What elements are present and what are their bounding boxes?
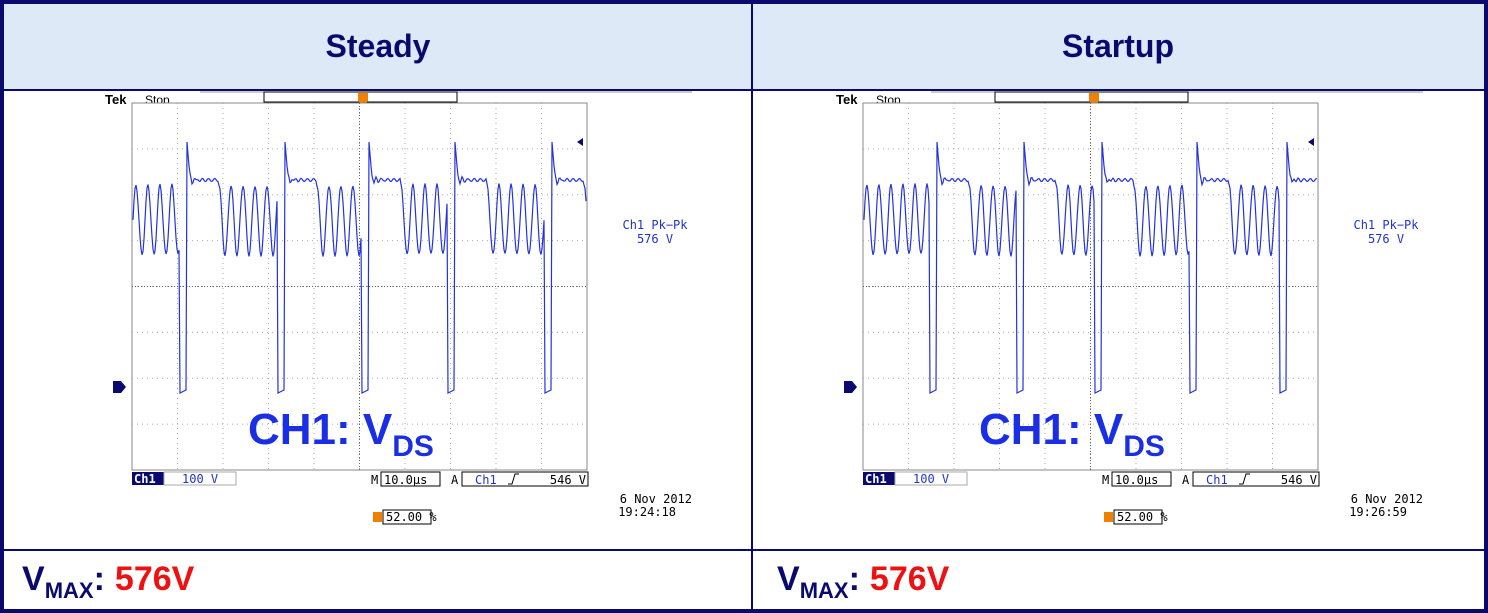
footer-text: VMAX:576V (777, 560, 950, 603)
capture-time: 19:26:59 (1349, 505, 1407, 519)
trigger-position: 52.00 % (386, 510, 437, 524)
footer-value: 576V (115, 560, 195, 598)
channel-name: Ch1 (134, 472, 156, 486)
measurement-value: 576 V (637, 232, 673, 246)
edge-symbol (1239, 474, 1250, 484)
edge-symbol (508, 474, 519, 484)
footer-label-sub: MAX (45, 578, 94, 603)
trigger-level: 546 V (550, 473, 586, 487)
column-header: Startup (1062, 28, 1174, 64)
capture-time: 19:24:18 (618, 505, 676, 519)
footer-text: VMAX:576V (22, 560, 195, 603)
trigger-prefix: A (451, 473, 459, 487)
measurement-label: Ch1 Pk−Pk (1353, 218, 1419, 232)
time-prefix: M (371, 473, 378, 487)
channel-annotation-main: CH1: V (248, 405, 393, 454)
footer-label: V (22, 560, 45, 598)
footer-separator: : (849, 560, 860, 598)
header-row (4, 4, 1484, 90)
scope-brand: Tek (836, 92, 858, 107)
channel-annotation-sub: DS (392, 430, 434, 463)
measurement-label: Ch1 Pk−Pk (622, 218, 688, 232)
time-per-div: 10.0µs (1115, 473, 1158, 487)
column-header: Steady (326, 28, 431, 64)
volts-per-div: 100 V (182, 472, 218, 486)
page: SteadyTekStopCh1 Pk−Pk576 VCH1: VDSCh110… (0, 0, 1488, 613)
ground-marker (113, 381, 126, 393)
capture-date: 6 Nov 2012 (620, 492, 692, 506)
footer-value: 576V (870, 560, 950, 598)
trigger-prefix: A (1182, 473, 1190, 487)
measurement-value: 576 V (1368, 232, 1404, 246)
channel-annotation-main: CH1: V (979, 405, 1124, 454)
footer-separator: : (94, 560, 105, 598)
time-prefix: M (1102, 473, 1109, 487)
trigger-pos-icon (373, 512, 382, 522)
volts-per-div: 100 V (913, 472, 949, 486)
channel-annotation-sub: DS (1123, 430, 1165, 463)
trigger-source: Ch1 (475, 473, 497, 487)
channel-name: Ch1 (865, 472, 887, 486)
footer-label-sub: MAX (800, 578, 849, 603)
trigger-pos-icon (1104, 512, 1113, 522)
capture-date: 6 Nov 2012 (1351, 492, 1423, 506)
footer-label: V (777, 560, 800, 598)
time-per-div: 10.0µs (384, 473, 427, 487)
trigger-level: 546 V (1281, 473, 1317, 487)
trigger-position: 52.00 % (1117, 510, 1168, 524)
scope-brand: Tek (105, 92, 127, 107)
ground-marker (844, 381, 857, 393)
trigger-source: Ch1 (1206, 473, 1228, 487)
